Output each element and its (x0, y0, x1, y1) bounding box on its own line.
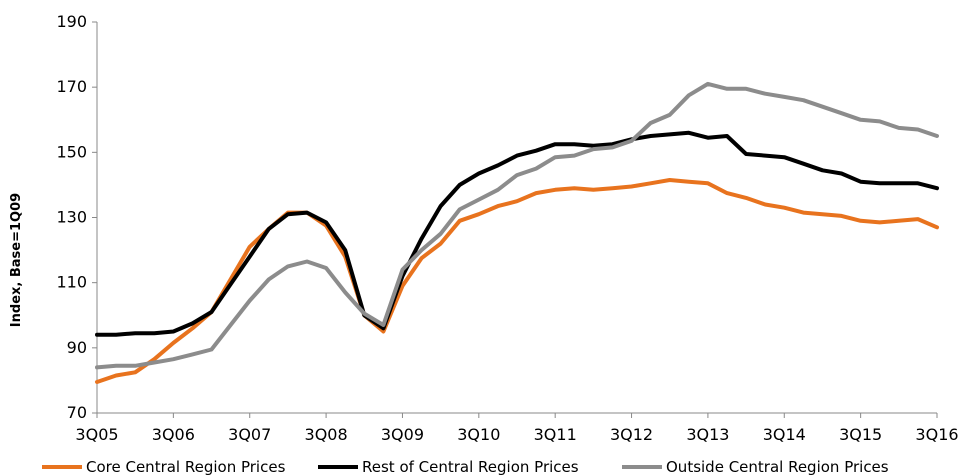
x-tick-label: 3Q14 (763, 425, 806, 444)
y-axis-title: Index, Base=1Q09 (9, 193, 24, 327)
x-tick-label: 3Q06 (152, 425, 195, 444)
x-tick-label: 3Q15 (839, 425, 882, 444)
y-tick-label: 70 (67, 403, 87, 422)
x-tick-label: 3Q16 (915, 425, 958, 444)
y-axis: 70 90 110 130 150 170 190 (56, 12, 98, 422)
legend-label: Core Central Region Prices (86, 458, 286, 475)
x-tick-label: 3Q05 (75, 425, 118, 444)
x-tick-label: 3Q12 (610, 425, 653, 444)
legend-label: Outside Central Region Prices (666, 458, 889, 475)
x-axis: 3Q05 3Q06 3Q07 3Q08 3Q09 3Q10 3Q11 3Q12 3Q13 3Q14… (75, 412, 959, 444)
y-tick-label: 150 (56, 142, 87, 161)
y-tick-label: 110 (56, 273, 87, 292)
series-line-3 (95, 81, 939, 370)
y-tick-label: 170 (56, 77, 87, 96)
x-tick-label: 3Q08 (305, 425, 348, 444)
y-tick-label: 190 (56, 12, 87, 31)
series-line-2 (95, 130, 939, 337)
x-tick-label: 3Q13 (686, 425, 729, 444)
y-tick-label: 90 (67, 338, 87, 357)
x-tick-label: 3Q07 (228, 425, 271, 444)
series-lines (95, 81, 939, 384)
x-tick-label: 3Q11 (534, 425, 577, 444)
x-tick-label: 3Q09 (381, 425, 424, 444)
legend-label: Rest of Central Region Prices (362, 458, 579, 475)
legend: Core Central Region Prices Rest of Centra… (42, 458, 889, 475)
x-tick-label: 3Q10 (457, 425, 500, 444)
series-line-1 (95, 178, 939, 384)
y-tick-label: 130 (56, 208, 87, 227)
